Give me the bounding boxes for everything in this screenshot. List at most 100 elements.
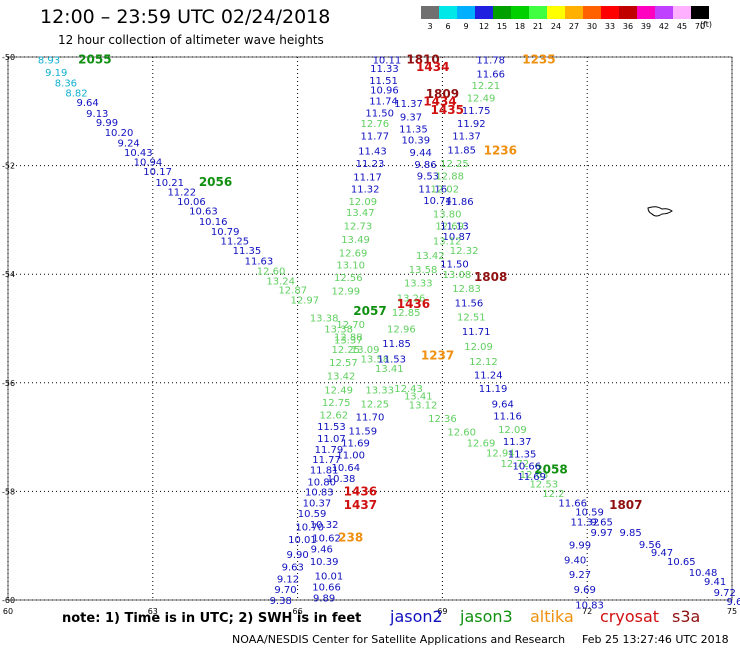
x-tick-label: 69 [437, 607, 447, 616]
swh-label: 11.78 [476, 56, 505, 67]
x-tick-label: 75 [727, 607, 737, 616]
swh-label: 10.63 [189, 207, 218, 218]
swh-label: 11.77 [312, 455, 341, 466]
swh-label: 1808 [474, 270, 507, 284]
swh-label: 11.00 [336, 450, 365, 461]
swh-label: 12.09 [348, 197, 377, 208]
swh-label: 13.41 [404, 391, 433, 402]
color-scale-label: 9 [463, 22, 469, 31]
color-scale-label: 18 [514, 22, 526, 31]
legend-item-cryosat: cryosat [600, 607, 660, 626]
swh-label: 10.17 [143, 167, 172, 178]
swh-label: 13.58 [409, 265, 438, 276]
color-scale-label: 36 [622, 22, 634, 31]
swh-label: 11.70 [356, 412, 385, 423]
legend-item-s3a: s3a [672, 607, 701, 626]
swh-label: 11.81 [310, 466, 339, 477]
chart-subtitle: 12 hour collection of altimeter wave hei… [58, 33, 324, 47]
swh-label: 11.16 [418, 184, 447, 195]
swh-label: 9.90 [286, 550, 308, 561]
color-swatch [511, 6, 529, 19]
swh-label: 10.16 [199, 217, 228, 228]
swh-label: 11.07 [317, 434, 346, 445]
color-swatch [673, 6, 691, 19]
swh-label: 12.87 [278, 285, 307, 296]
swh-label: 11.69 [517, 472, 546, 483]
swh-label: 13.42 [327, 372, 356, 383]
swh-label: 12.69 [339, 248, 368, 259]
color-scale-label: 70 [694, 22, 706, 31]
color-swatch [637, 6, 655, 19]
swh-label: 8.93 [38, 56, 60, 67]
swh-label: 9.46 [311, 544, 333, 555]
swh-label: 12.25 [332, 345, 361, 356]
color-scale-label: 27 [568, 22, 580, 31]
swh-label: 9.85 [620, 528, 642, 539]
swh-label: 11.85 [447, 145, 476, 156]
plot-frame [7, 56, 733, 601]
swh-label: 11.50 [440, 259, 469, 270]
swh-label: 11.69 [341, 439, 370, 450]
color-swatch [439, 6, 457, 19]
swh-label: 12.83 [452, 284, 481, 295]
swh-label: 11.37 [503, 437, 532, 448]
swh-label: 11.13 [440, 221, 469, 232]
swh-label: 11.35 [233, 246, 262, 257]
swh-label: 1807 [609, 498, 642, 512]
swh-label: 8.36 [55, 79, 77, 90]
swh-label: 11.92 [457, 119, 486, 130]
swh-label: 10.59 [298, 509, 327, 520]
swh-label: 12.49 [324, 385, 353, 396]
swh-label: 10.06 [177, 197, 206, 208]
map-grid [7, 56, 733, 601]
swh-label: 12.69 [467, 439, 496, 450]
swh-label: 12.12 [469, 357, 498, 368]
island-outline [647, 206, 673, 217]
swh-label: 13.42 [416, 251, 445, 262]
swh-label: 9.19 [45, 68, 67, 79]
swh-label: 12.49 [467, 94, 496, 105]
swh-label: 10.66 [513, 461, 542, 472]
y-tick-label: -58 [2, 487, 15, 496]
color-scale-label: 24 [550, 22, 562, 31]
swh-label: 12.25 [361, 399, 390, 410]
swh-label: 9.44 [410, 148, 432, 159]
color-swatch [529, 6, 547, 19]
swh-label: 11.17 [353, 172, 382, 183]
swh-label: 10.64 [332, 463, 361, 474]
swh-label: 12.88 [435, 171, 464, 182]
swh-label: 10.01 [315, 572, 344, 583]
swh-label: 11.79 [315, 445, 344, 456]
color-scale-label: 42 [658, 22, 670, 31]
swh-label: 9.89 [313, 593, 335, 604]
swh-label: 10.11 [373, 56, 402, 67]
swh-label: 12.73 [344, 221, 373, 232]
swh-label: 11.86 [445, 197, 474, 208]
color-scale-label: 30 [586, 22, 598, 31]
swh-label: 13.37 [334, 335, 363, 346]
swh-label: 10.66 [312, 582, 341, 593]
swh-label: 11.59 [348, 427, 377, 438]
swh-label: 11.23 [356, 159, 385, 170]
color-swatch [691, 6, 709, 19]
swh-label: 9.69 [574, 585, 596, 596]
color-swatch [475, 6, 493, 19]
swh-label: 10.39 [402, 136, 431, 147]
x-tick-label: 72 [582, 607, 592, 616]
swh-label: 11.25 [221, 237, 250, 248]
swh-label: 10.96 [370, 86, 399, 97]
swh-label: 1809 [426, 87, 459, 101]
swh-label: 11.53 [377, 354, 406, 365]
swh-label: 12.63 [520, 470, 549, 481]
swh-label: 11.35 [399, 125, 428, 136]
swh-label: 9.41 [704, 577, 726, 588]
color-scale-unit: (ft) [700, 20, 713, 29]
swh-label: 1237 [421, 349, 454, 363]
swh-label: 9.40 [564, 555, 586, 566]
wave-height-labels: 8.939.198.368.829.649.139.9910.209.2410.… [38, 53, 740, 612]
swh-label: 11.74 [369, 96, 398, 107]
swh-label: 10.43 [124, 148, 153, 159]
swh-label: 11.22 [167, 188, 196, 199]
swh-label: 10.38 [327, 474, 356, 485]
